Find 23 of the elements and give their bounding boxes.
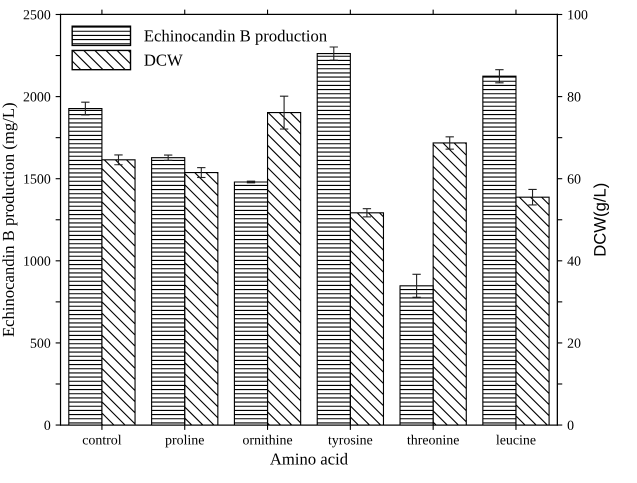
y-tick-label: 1000 [24, 256, 50, 266]
x-tick-label: ornithine [243, 434, 292, 445]
y2-tick-label: 60 [568, 174, 580, 184]
x-tick-label: control [82, 434, 122, 445]
x-tick-label: leucine [496, 434, 536, 445]
x-tick-label: tyrosine [328, 435, 372, 448]
y2-tick-label: 100 [568, 10, 588, 20]
y-axis-title: Echinocandin B production (mg/L) [2, 103, 18, 337]
y-tick-label: 500 [30, 338, 50, 348]
x-tick-label: proline [165, 434, 204, 448]
legend-label: Echinocandin B production [144, 30, 327, 45]
y2-tick-label: 20 [568, 338, 580, 348]
y2-axis-title: DCW(g/L) [593, 184, 610, 256]
y2-tick-label: 80 [568, 92, 580, 102]
y-tick-label: 2000 [24, 92, 50, 102]
x-axis-title: Amino acid [270, 452, 348, 465]
y2-tick-label: 40 [567, 256, 580, 266]
legend-label: DCW [144, 54, 183, 66]
y-tick-label: 2500 [24, 10, 50, 20]
x-tick-label: threonine [407, 434, 459, 445]
y-tick-label: 0 [44, 420, 50, 430]
y-tick-label: 1500 [24, 174, 50, 184]
y2-tick-label: 0 [568, 420, 574, 430]
